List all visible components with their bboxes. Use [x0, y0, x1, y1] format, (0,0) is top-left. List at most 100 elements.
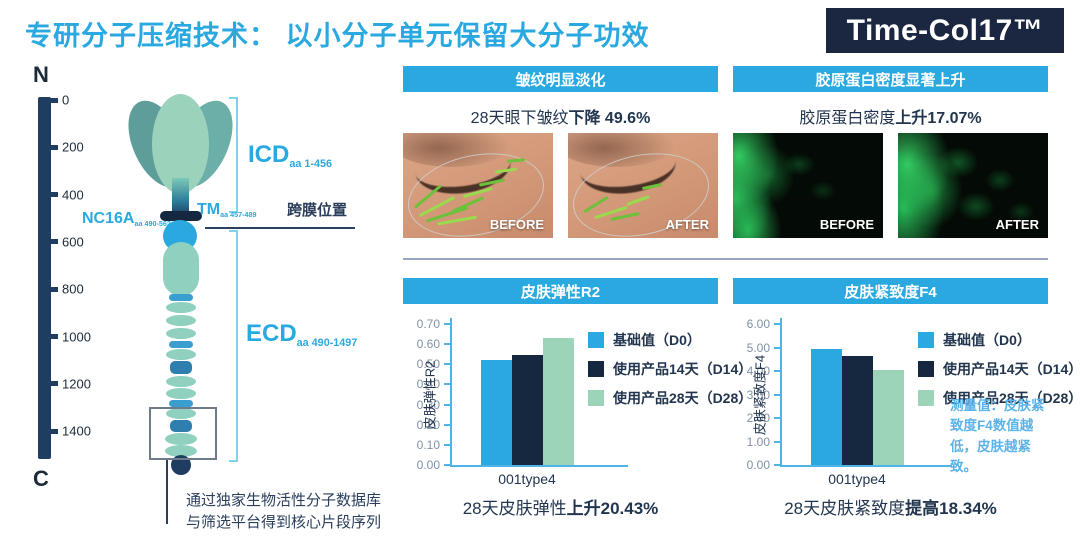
scale-tick-label: 1400	[62, 423, 91, 439]
page-title: 专研分子压缩技术： 以小分子单元保留大分子功效	[25, 21, 650, 51]
y-tick	[444, 423, 450, 426]
scale-tick-label: 400	[62, 187, 84, 203]
legend-item: 基础值（D0）	[918, 330, 1031, 350]
y-tick	[774, 393, 780, 396]
bar-d0	[481, 360, 512, 465]
y-tick-label: 2.00	[746, 411, 770, 425]
ecd-label: ECDaa 490-1497	[246, 320, 358, 349]
section-divider	[403, 258, 1048, 260]
scale-tick	[40, 239, 58, 245]
firmness-note: 测量值：皮肤紧致度F4数值越低，皮肤越紧致。	[950, 398, 1045, 474]
y-tick-label: 1.00	[746, 434, 770, 449]
y-tick	[774, 417, 780, 419]
legend-item: 使用产品28天（D28）	[588, 388, 752, 408]
y-tick-label: 0.60	[416, 337, 440, 352]
before-label: BEFORE	[489, 217, 544, 232]
bar-d14	[842, 356, 873, 465]
ecd-capsule-shape	[163, 242, 199, 296]
legend-swatch	[588, 390, 604, 406]
scale-tick-label: 200	[62, 139, 84, 155]
scale-tick	[40, 144, 58, 150]
legend-label: 使用产品28天（D28）	[943, 390, 1080, 406]
caption-leader-line	[166, 460, 168, 524]
y-tick	[774, 370, 780, 372]
x-category-label: 001type4	[828, 471, 886, 487]
legend-label: 使用产品28天（D28）	[613, 390, 753, 406]
y-tick-label: 0.00	[746, 458, 770, 472]
y-tick	[444, 323, 450, 325]
legend-item: 使用产品14天（D14）	[588, 359, 752, 379]
bar-d14	[512, 355, 543, 465]
membrane-position-label: 跨膜位置	[287, 202, 348, 219]
y-tick-label: 0.50	[416, 357, 440, 372]
after-label: AFTER	[995, 217, 1039, 232]
panel-header-elasticity: 皮肤弹性R2	[403, 278, 718, 304]
panel-header-firmness: 皮肤紧致度F4	[733, 278, 1048, 304]
wrinkle-before-photo: BEFORE	[403, 133, 553, 238]
y-tick	[444, 443, 450, 446]
x-axis	[450, 465, 628, 467]
y-tick	[444, 363, 450, 366]
y-tick-label: 4.00	[746, 364, 770, 378]
y-tick	[444, 403, 450, 406]
collagen-before-photo: BEFORE	[733, 133, 883, 238]
legend-item: 基础值（D0）	[588, 330, 701, 350]
ecd-bracket	[229, 230, 238, 462]
aa-scale-bar	[38, 97, 51, 459]
legend-swatch	[588, 361, 604, 377]
tm-domain-shape	[160, 211, 202, 221]
scale-tick-label: 0	[62, 92, 70, 108]
caption-line-2: 与筛选平台得到核心片段序列	[186, 513, 382, 531]
panel-header-wrinkle: 皱纹明显淡化	[403, 66, 718, 92]
legend-label: 基础值（D0）	[613, 332, 701, 348]
collagen-after-photo: AFTER	[898, 133, 1048, 238]
scale-tick-label: 800	[62, 281, 84, 297]
scale-tick	[40, 334, 58, 339]
collagen-stat: 胶原蛋白密度上升17.07%	[799, 110, 982, 127]
diagram-caption: 通过独家生物活性分子数据库 与筛选平台得到核心片段序列	[186, 490, 381, 534]
scale-tick-label: 1000	[62, 329, 91, 344]
scale-tick	[40, 428, 58, 434]
tm-label: TMaa 457-489	[197, 201, 257, 220]
legend-swatch	[588, 332, 604, 348]
y-tick	[774, 323, 780, 325]
c-terminus-label: C	[33, 466, 49, 491]
y-axis-title: 皮肤弹性R2	[422, 360, 438, 429]
y-tick	[444, 383, 450, 386]
x-category-label: 001type4	[498, 471, 556, 487]
scale-tick-label: 1200	[62, 376, 91, 392]
membrane-position-line	[205, 227, 355, 229]
n-terminus-label: N	[33, 62, 49, 87]
legend-label: 基础值（D0）	[943, 332, 1031, 348]
bar-d28	[873, 370, 904, 465]
y-axis-title: 皮肤紧致度F4	[752, 354, 768, 435]
y-tick	[774, 464, 780, 466]
x-axis	[780, 465, 952, 467]
y-axis	[450, 318, 452, 465]
scale-tick	[40, 97, 58, 103]
legend-swatch	[918, 390, 934, 406]
brand-badge: Time-Col17™	[826, 8, 1064, 53]
y-tick	[444, 464, 450, 466]
scale-tick	[40, 192, 58, 198]
after-label: AFTER	[665, 217, 709, 232]
core-fragment-box	[149, 407, 217, 460]
y-tick-label: 0.30	[416, 397, 440, 412]
y-tick-label: 0.70	[416, 317, 440, 331]
icd-label: ICDaa 1-456	[248, 141, 332, 170]
before-label: BEFORE	[819, 217, 874, 232]
y-tick-label: 5.00	[746, 340, 770, 355]
legend-item: 使用产品28天（D28）	[918, 388, 1080, 408]
protein-petal-center	[152, 94, 209, 194]
legend-item: 使用产品14天（D14）	[918, 359, 1080, 379]
bar-d28	[543, 338, 574, 465]
protein-stem	[172, 178, 189, 216]
y-axis	[780, 318, 782, 465]
scale-tick	[40, 381, 58, 387]
legend-swatch	[918, 332, 934, 348]
firmness-result: 28天皮肤紧致度提高18.34%	[784, 499, 997, 518]
caption-line-1: 通过独家生物活性分子数据库	[186, 492, 382, 509]
legend-label: 使用产品14天（D14）	[613, 361, 753, 377]
y-tick-label: 3.00	[746, 387, 770, 402]
